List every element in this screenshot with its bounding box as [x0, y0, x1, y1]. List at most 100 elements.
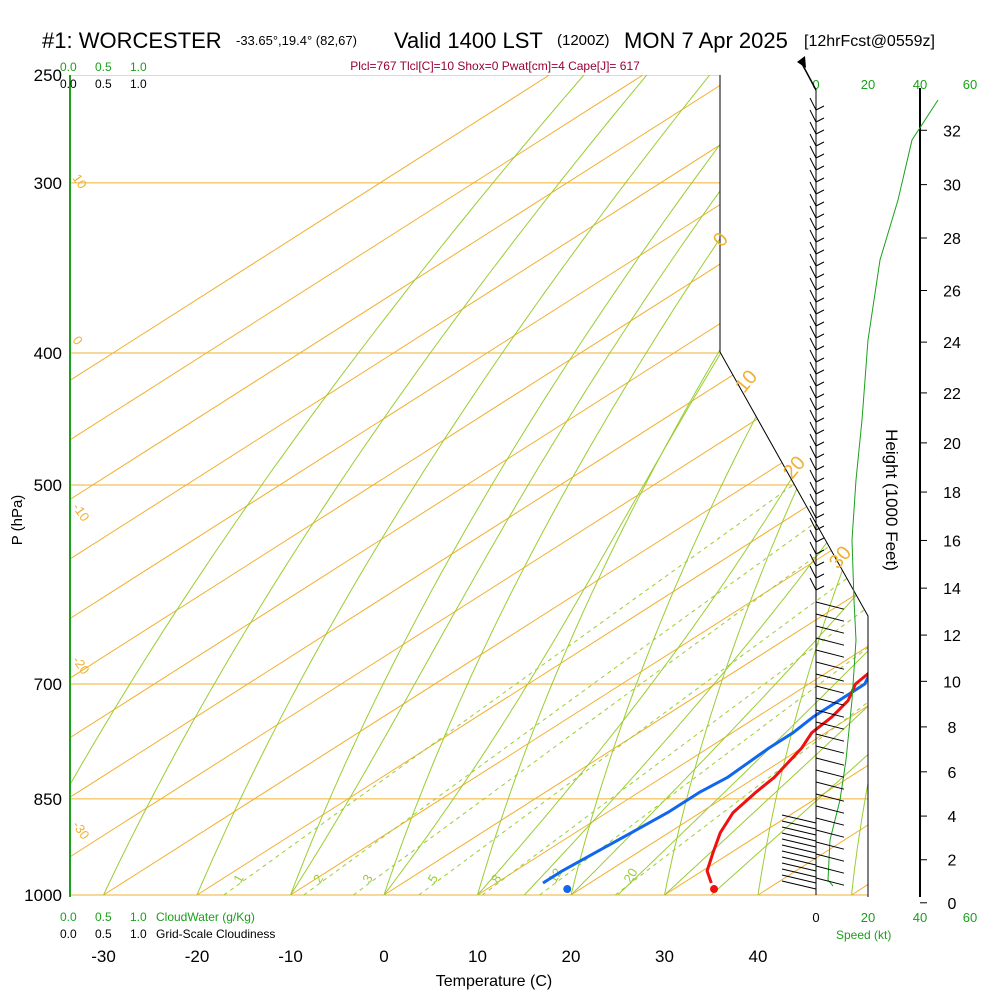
height-tick-label: 20 — [943, 436, 961, 453]
mixing-ratio-label: 1 — [230, 872, 247, 886]
x-tick-label: -20 — [185, 947, 210, 966]
height-tick-label: 0 — [948, 896, 957, 913]
wind-barb-flag — [815, 477, 825, 483]
height-tick-label: 2 — [948, 853, 957, 870]
wind-barb-shaft — [809, 169, 817, 183]
wind-barb-low — [781, 832, 817, 842]
height-tick-label: 4 — [948, 809, 957, 826]
mixing-ratio-line — [482, 352, 868, 896]
wind-barb-flag — [815, 393, 825, 399]
y-axis-label: P (hPa) — [9, 495, 26, 546]
plot-boundary — [719, 75, 869, 897]
wind-barb-flag — [815, 733, 845, 742]
mixing-ratio-label: 20 — [620, 865, 640, 885]
height-tick-label: 32 — [943, 123, 961, 140]
wind-barb-shaft — [809, 265, 817, 279]
wind-barb-shaft — [809, 541, 817, 555]
wind-barb-shaft — [809, 493, 817, 507]
svg-text:1.0: 1.0 — [130, 927, 147, 941]
wind-barb-shaft — [809, 337, 817, 351]
wind-barb-low — [781, 856, 817, 866]
wind-barb-shaft — [809, 133, 817, 147]
svg-text:1.0: 1.0 — [130, 60, 147, 74]
wind-barb-flag — [815, 673, 845, 682]
wind-barb-shaft — [809, 385, 817, 399]
isotherm-line — [290, 75, 868, 896]
isotherm-label: 0 — [709, 229, 733, 252]
wind-barb-shaft — [809, 469, 817, 483]
x-tick-label: 40 — [749, 947, 768, 966]
wind-barb-flag — [815, 513, 825, 519]
height-tick-label: 22 — [943, 386, 961, 403]
zulu-time: (1200Z) — [557, 32, 610, 49]
isotherm-line — [70, 75, 644, 896]
height-tick-label: 14 — [943, 581, 961, 598]
dry-adiabat-line — [383, 75, 854, 896]
temperature-curve — [705, 97, 868, 884]
wind-barb-flag — [815, 585, 825, 591]
wind-barb-shaft — [809, 505, 817, 519]
wind-barb-flag — [815, 877, 845, 886]
speed-tick-label: 20 — [861, 910, 875, 925]
wind-barb-shaft — [809, 181, 817, 195]
wind-barbs — [781, 56, 939, 890]
svg-text:1.0: 1.0 — [130, 77, 147, 91]
cloudiness-label: Grid-Scale Cloudiness — [156, 927, 275, 941]
speed-tick-label: 60 — [963, 77, 977, 92]
isotherm-line — [70, 75, 868, 896]
station-location: -33.65°,19.4° (82,67) — [236, 33, 357, 48]
thermo-grid: 1 2 3 5 8 12 20 — [70, 75, 868, 896]
wind-barb-flag — [815, 165, 825, 171]
isotherm-label: 10 — [731, 366, 762, 397]
svg-text:0.5: 0.5 — [95, 77, 112, 91]
wind-barb-flag — [815, 537, 825, 543]
wind-barb-flag — [815, 405, 825, 411]
wind-barb-flag — [815, 865, 845, 874]
wind-barb-shaft — [809, 373, 817, 387]
wind-barb-shaft — [809, 157, 817, 171]
height-tick-label: 24 — [943, 335, 961, 352]
wind-barb-low — [781, 814, 817, 824]
svg-text:1.0: 1.0 — [130, 910, 147, 924]
wind-barb-flag — [815, 489, 825, 495]
wind-barb-flag — [815, 805, 845, 814]
wind-barb-shaft — [809, 433, 817, 447]
wind-barb-flag — [815, 853, 845, 862]
wind-barb-low — [781, 874, 817, 884]
speed-tick-label: 40 — [913, 910, 927, 925]
wind-barb-shaft — [809, 205, 817, 219]
dry-adiabat-line — [570, 75, 868, 896]
wind-barb-shaft — [809, 553, 817, 567]
wind-barb-shaft — [809, 193, 817, 207]
svg-text:0.0: 0.0 — [60, 910, 77, 924]
x-axis-label: Temperature (C) — [436, 973, 552, 990]
wind-barb-shaft — [809, 325, 817, 339]
x-tick-label: 30 — [655, 947, 674, 966]
wind-barb-flag — [815, 441, 825, 447]
height-axis-label: Height (1000 Feet) — [882, 429, 901, 571]
wind-arrow-shaft — [799, 59, 817, 91]
mixing-ratio-line — [223, 352, 868, 896]
wind-barb-shaft — [809, 409, 817, 423]
wind-barb-flag — [815, 501, 825, 507]
wind-barb-flag — [815, 261, 825, 267]
height-tick-label: 12 — [943, 628, 961, 645]
wind-barb-shaft — [809, 229, 817, 243]
wind-barb-flag — [815, 177, 825, 183]
wind-barb-low — [781, 862, 817, 872]
isotherm-line — [477, 75, 868, 896]
isotherm-line — [70, 75, 868, 896]
wind-barb-flag — [815, 321, 825, 327]
isotherm-line — [70, 75, 868, 896]
wind-barb-flag — [815, 697, 845, 706]
wind-barb-flag — [815, 417, 825, 423]
wind-barb-flag — [815, 769, 845, 778]
wind-barb-flag — [815, 345, 825, 351]
wind-barb-flag — [815, 213, 825, 219]
wind-barb-shaft — [809, 313, 817, 327]
wind-barb-low — [781, 826, 817, 836]
moist-adiabat-line — [477, 75, 868, 896]
wind-barb-flag — [815, 201, 825, 207]
